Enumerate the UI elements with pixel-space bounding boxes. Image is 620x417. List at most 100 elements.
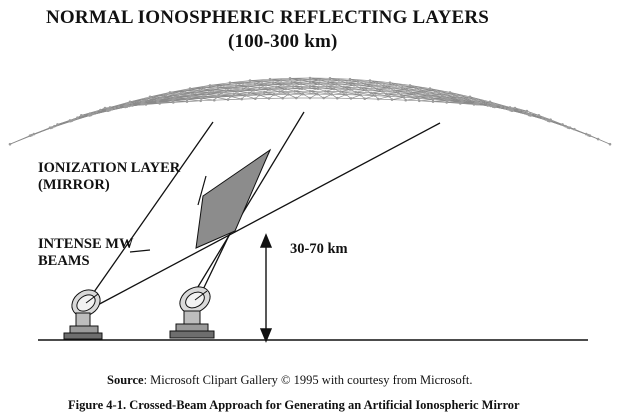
mesh-strut — [293, 86, 319, 90]
mesh-node — [339, 90, 342, 93]
mesh-node — [243, 94, 247, 97]
mesh-node — [377, 97, 380, 101]
mesh-node — [344, 93, 348, 96]
mesh-node — [258, 93, 261, 97]
mesh-strut — [259, 94, 270, 99]
mesh-strut — [157, 99, 173, 102]
mesh-strut — [309, 79, 320, 83]
mesh-strut — [309, 90, 332, 95]
mesh-strut — [457, 96, 474, 100]
mesh-node — [53, 124, 56, 128]
mesh-strut — [242, 88, 270, 90]
mesh-strut — [279, 91, 303, 95]
mw-beams-label-line2: BEAMS — [38, 253, 90, 269]
mesh-strut — [276, 86, 303, 90]
mesh-node — [194, 91, 197, 94]
source-note: Source: Microsoft Clipart Gallery © 1995… — [107, 373, 472, 388]
mesh-node — [254, 97, 257, 100]
mesh-node — [342, 85, 346, 89]
mesh-node — [327, 80, 330, 84]
mesh-node — [188, 87, 192, 90]
mesh-strut — [172, 100, 188, 102]
mesh-node — [207, 91, 211, 94]
mesh-node — [278, 90, 281, 93]
mesh-node — [308, 76, 312, 80]
mesh-strut — [346, 81, 359, 84]
mesh-node — [388, 95, 391, 98]
mesh-strut — [325, 90, 347, 95]
mesh-node — [445, 101, 449, 104]
mesh-strut — [185, 89, 200, 92]
mesh-node — [103, 106, 107, 110]
mesh-node — [229, 95, 232, 98]
mesh-strut — [127, 100, 145, 105]
ionization-layer-label-line1: IONIZATION LAYER — [38, 160, 181, 176]
mesh-strut — [242, 82, 255, 85]
mesh-node — [235, 84, 238, 87]
mw-beams-label: INTENSE MW BEAMS — [38, 236, 133, 270]
mesh-strut — [309, 83, 319, 87]
dish-antenna-left — [63, 289, 103, 340]
mesh-node — [92, 112, 95, 116]
diagram-title-line2: (100-300 km) — [228, 31, 338, 52]
mesh-node — [299, 78, 302, 82]
mesh-node — [349, 97, 353, 100]
mesh-strut — [217, 86, 249, 89]
mesh-node — [431, 98, 435, 101]
mesh-strut — [259, 87, 286, 90]
mesh-node — [525, 109, 529, 113]
mesh-strut — [233, 93, 260, 96]
mesh-node — [370, 85, 374, 88]
mesh-strut — [230, 87, 243, 90]
mesh-node — [202, 95, 205, 98]
mesh-node — [596, 137, 600, 141]
dish-antenna-right — [169, 286, 215, 339]
mesh-strut — [221, 92, 234, 95]
mesh-strut — [526, 110, 539, 116]
mesh-node — [220, 91, 224, 95]
mesh-strut — [244, 95, 256, 100]
mesh-strut — [273, 80, 282, 84]
mesh-node — [561, 123, 564, 126]
mesh-node — [185, 100, 189, 103]
mesh-node — [537, 114, 541, 117]
mesh-strut — [200, 99, 215, 102]
mesh-node — [376, 87, 379, 91]
mesh-node — [198, 89, 201, 92]
mesh-strut — [160, 96, 176, 99]
mesh-node — [608, 142, 612, 146]
mesh-node — [315, 92, 319, 96]
mesh-strut — [309, 88, 319, 92]
mesh-strut — [208, 91, 238, 93]
mesh-strut — [302, 93, 311, 99]
mesh-node — [486, 104, 490, 107]
mesh-node — [158, 102, 161, 105]
mesh-node — [89, 113, 93, 117]
figure-caption: Figure 4-1. Crossed-Beam Approach for Ge… — [68, 398, 520, 412]
mesh-strut — [416, 96, 433, 100]
mesh-node — [325, 85, 329, 88]
mesh-node — [185, 98, 189, 101]
mesh-strut — [365, 83, 390, 89]
mesh-node — [248, 79, 252, 82]
mesh-strut — [328, 81, 355, 86]
mesh-node — [264, 84, 268, 87]
mesh-node — [503, 106, 507, 110]
mesh-node — [488, 100, 492, 104]
mesh-strut — [309, 81, 337, 85]
mesh-strut — [318, 83, 327, 87]
mesh-strut — [431, 97, 448, 102]
mesh-node — [452, 93, 456, 96]
mesh-node — [348, 77, 352, 81]
mesh-strut — [237, 91, 250, 94]
mesh-node — [544, 118, 547, 121]
mesh-node — [433, 89, 437, 93]
mesh-node — [566, 126, 570, 129]
mesh-strut — [420, 89, 435, 92]
mesh-strut — [291, 79, 301, 83]
mesh-strut — [360, 87, 383, 92]
mesh-node — [164, 93, 168, 96]
mesh-node — [585, 132, 588, 136]
mesh-node — [587, 133, 590, 137]
